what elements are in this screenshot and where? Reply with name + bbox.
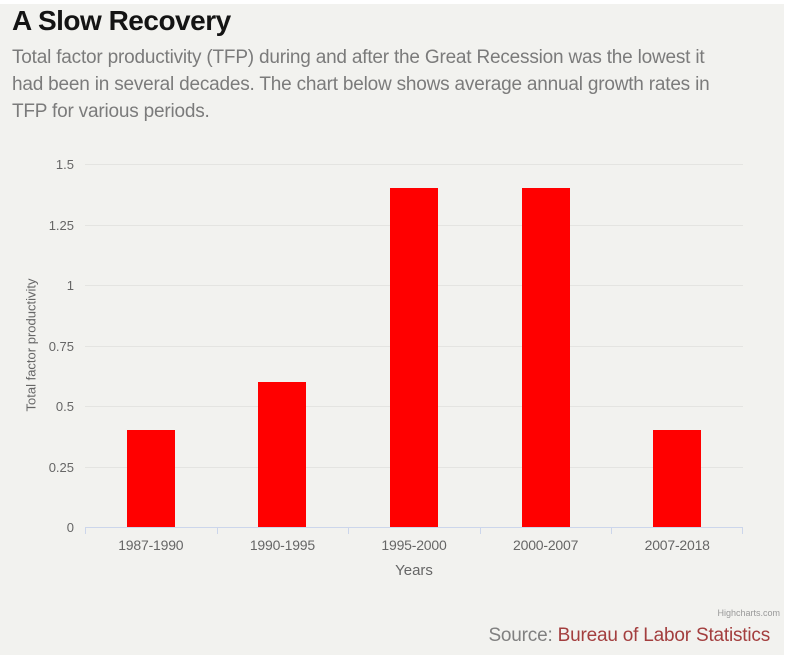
chart-title: A Slow Recovery xyxy=(12,5,231,36)
chart-subtitle-line: Total factor productivity (TFP) during a… xyxy=(12,47,705,68)
x-axis-line xyxy=(85,527,743,528)
x-axis-tick-label: 1990-1995 xyxy=(249,537,315,553)
bar[interactable] xyxy=(521,188,570,527)
x-axis-tick-label: 2007-2018 xyxy=(644,537,710,553)
x-axis-tick-label: 1987-1990 xyxy=(118,537,184,553)
y-axis-tick-label: 1 xyxy=(66,278,74,293)
x-axis-tick-mark xyxy=(85,528,86,534)
highcharts-credit-link[interactable]: Highcharts.com xyxy=(717,608,780,618)
x-axis-tick-mark xyxy=(480,528,481,534)
source-label: Source: xyxy=(488,625,553,646)
bar[interactable] xyxy=(258,381,307,527)
x-axis-title: Years xyxy=(395,562,433,579)
x-axis-tick-mark xyxy=(611,528,612,534)
bar[interactable] xyxy=(653,430,702,527)
y-axis-tick-label: 1.5 xyxy=(55,157,74,172)
chart-subtitle-line: TFP for various periods. xyxy=(12,101,210,122)
bar[interactable] xyxy=(126,430,175,527)
plot-area: 1987-1990 1990-1995 1995-2000 2000-2007 2007… xyxy=(85,164,743,553)
grid-line xyxy=(85,164,743,165)
y-axis-tick-label: 0.75 xyxy=(48,338,74,354)
y-axis-tick-label: 0 xyxy=(66,520,74,535)
x-axis-tick-mark xyxy=(217,528,218,534)
chart-subtitle-line: had been in several decades. The chart b… xyxy=(12,74,710,95)
x-axis-tick-label: 1995-2000 xyxy=(381,537,447,553)
chart-subtitle: Total factor productivity (TFP) during a… xyxy=(12,44,784,125)
y-axis-tick-label: 0.5 xyxy=(55,399,74,414)
y-axis-tick-label: 1.25 xyxy=(48,217,74,233)
source-line: Source: Bureau of Labor Statistics xyxy=(488,625,770,647)
source-link[interactable]: Bureau of Labor Statistics xyxy=(557,625,771,646)
bar[interactable] xyxy=(390,188,438,527)
x-axis-tick-mark xyxy=(742,528,743,534)
y-axis-tick-label: 0.25 xyxy=(48,459,74,475)
x-axis-tick-mark xyxy=(348,528,349,534)
x-axis-tick-label: 2000-2007 xyxy=(513,537,579,553)
